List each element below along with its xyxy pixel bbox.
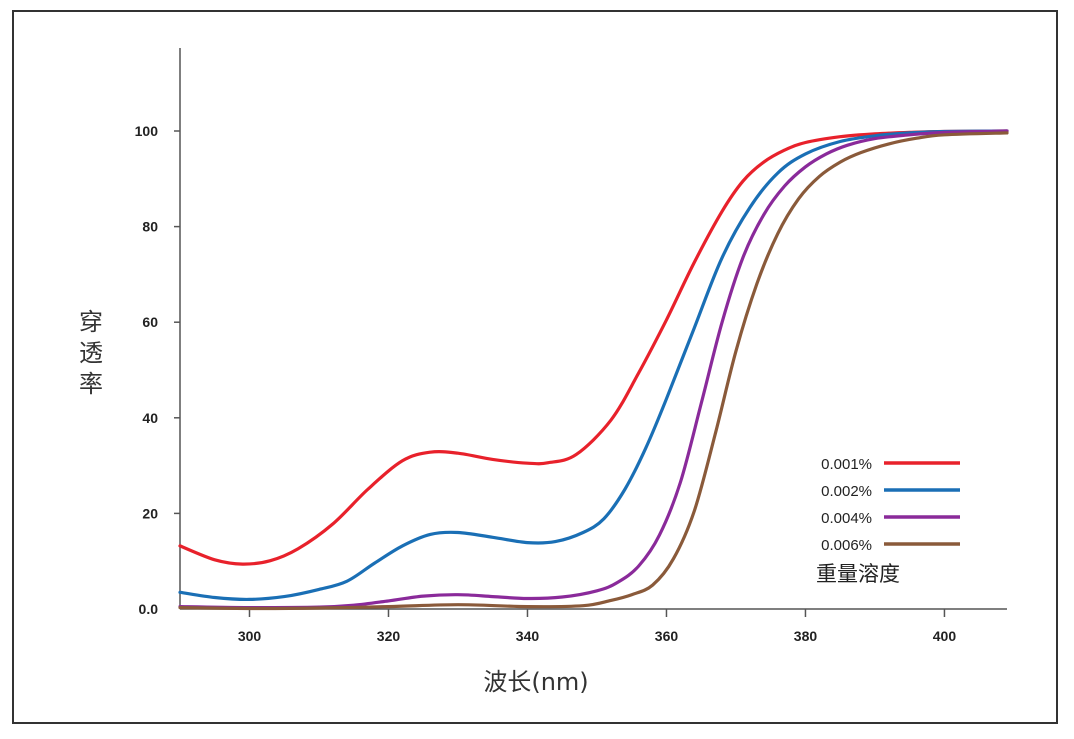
legend-label: 0.001%: [821, 456, 872, 473]
y-axis-title: 穿透率: [79, 308, 103, 398]
x-tick-label: 380: [794, 628, 818, 644]
y-tick-label: 80: [142, 219, 158, 235]
legend-title: 重量溶度: [816, 562, 900, 586]
x-axis-title: 波长(nm): [483, 668, 588, 696]
y-tick-label: 60: [142, 314, 158, 330]
legend-label: 0.004%: [821, 510, 872, 527]
x-tick-label: 320: [377, 628, 401, 644]
x-tick-label: 400: [933, 628, 957, 644]
legend-label: 0.006%: [821, 537, 872, 554]
y-tick-label: 0.0: [139, 601, 159, 617]
x-tick-label: 340: [516, 628, 540, 644]
y-ticks: 0.0 20 40 60 80 100: [135, 123, 180, 617]
x-tick-label: 300: [238, 628, 262, 644]
series-line: [178, 129, 1009, 610]
legend-label: 0.002%: [821, 483, 872, 500]
y-tick-label: 20: [142, 505, 158, 521]
legend: 重量溶度 0.001% 0.002% 0.004% 0.006%: [816, 456, 960, 586]
series-line: [178, 129, 1009, 602]
series-line: [178, 131, 1009, 611]
chart-frame: [12, 10, 1058, 724]
y-axis-title-char: 穿: [79, 308, 103, 336]
y-tick-label: 40: [142, 410, 158, 426]
y-tick-label: 100: [135, 123, 159, 139]
x-ticks: 300 320 340 360 380 400: [238, 609, 957, 644]
y-axis-title-char: 透: [79, 339, 103, 367]
series-lines: [178, 129, 1009, 611]
y-axis-title-char: 率: [79, 370, 103, 398]
series-line: [178, 129, 1009, 566]
x-tick-label: 360: [655, 628, 679, 644]
